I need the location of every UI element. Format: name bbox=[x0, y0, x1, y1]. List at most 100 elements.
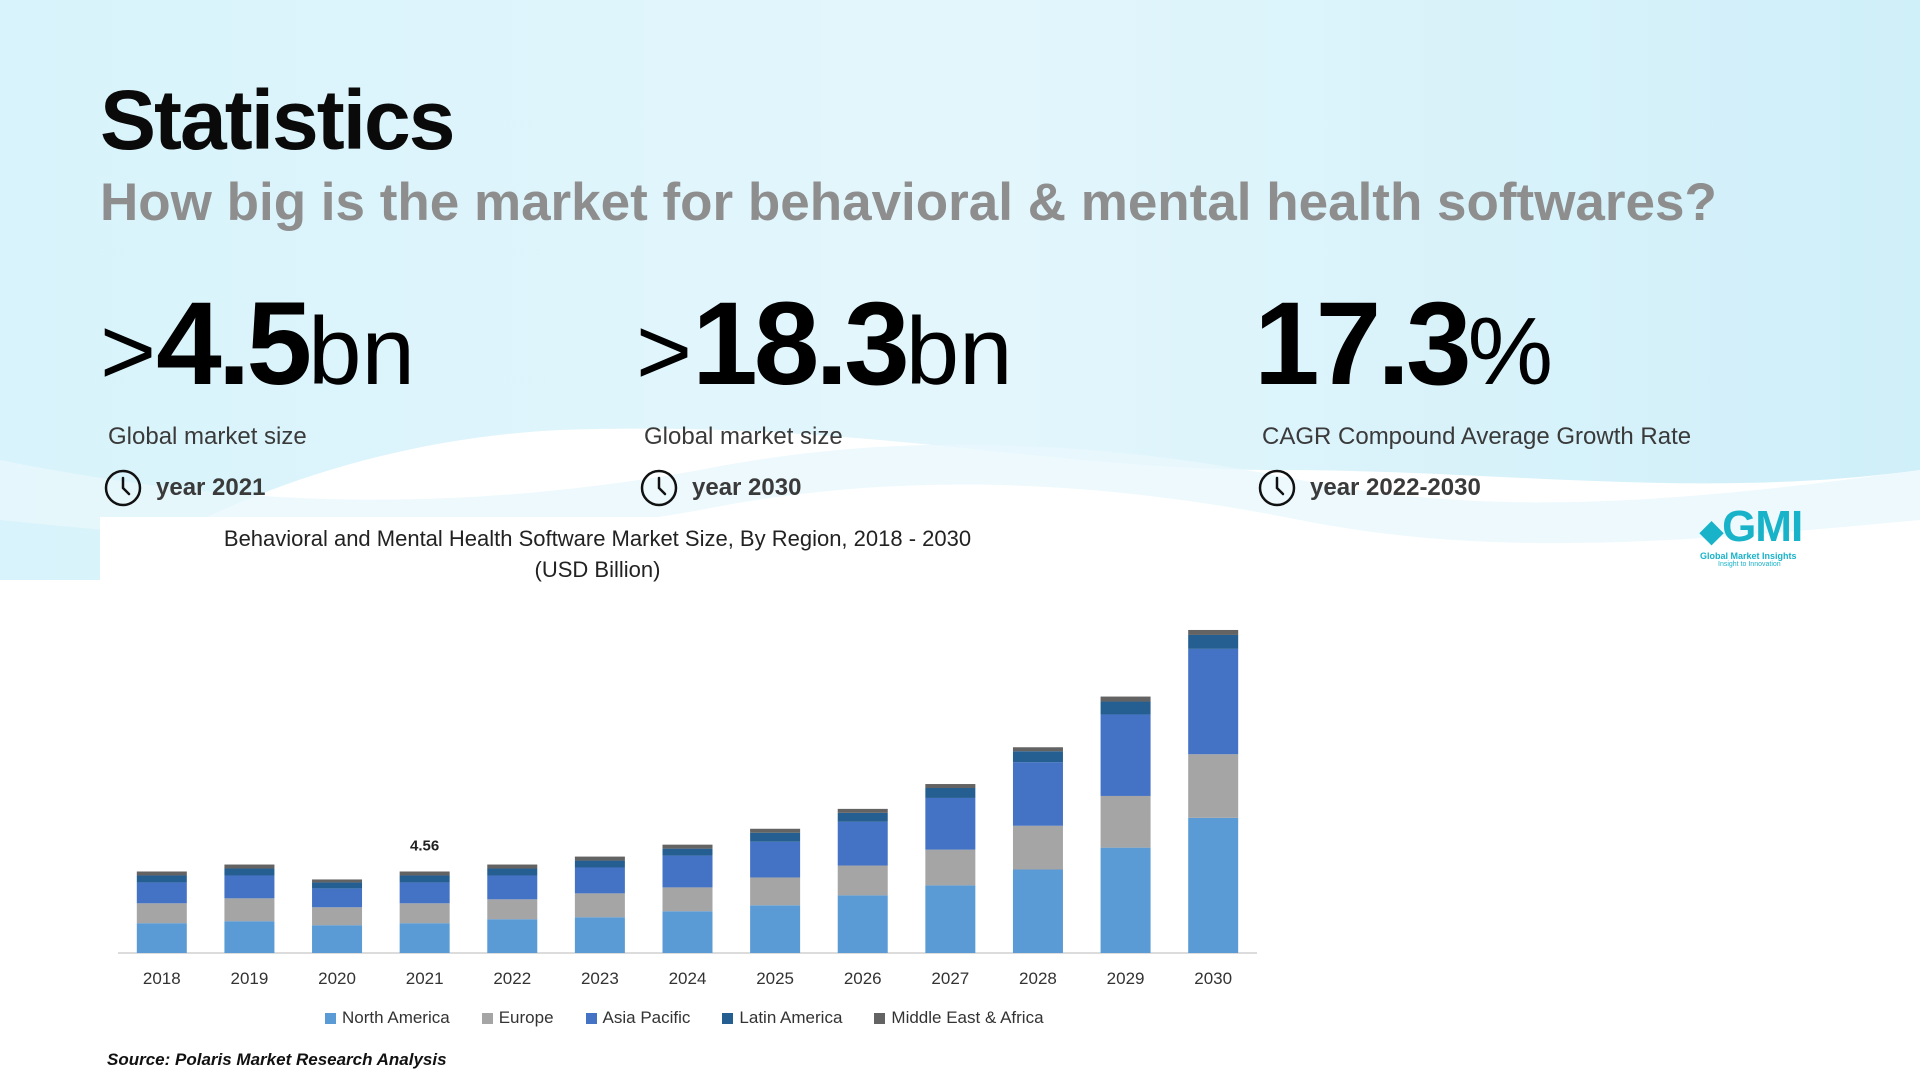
bar-segment bbox=[312, 925, 363, 953]
bar-segment bbox=[1012, 747, 1063, 752]
bar-segment bbox=[750, 905, 801, 953]
stat-value: >18.3bn bbox=[636, 285, 1013, 403]
bar-segment bbox=[662, 844, 713, 849]
bar-segment bbox=[399, 903, 450, 924]
x-tick-label: 2028 bbox=[1019, 969, 1057, 988]
stat-unit: % bbox=[1467, 298, 1554, 405]
bar-segment bbox=[662, 848, 713, 856]
bar-segment bbox=[224, 868, 275, 876]
bar-segment bbox=[312, 882, 363, 889]
bar-segment bbox=[487, 875, 538, 900]
x-tick-label: 2022 bbox=[493, 969, 531, 988]
x-tick-label: 2021 bbox=[406, 969, 444, 988]
bar-segment bbox=[662, 887, 713, 912]
bar-segment bbox=[487, 919, 538, 953]
x-tick-label: 2030 bbox=[1194, 969, 1232, 988]
x-tick-label: 2023 bbox=[581, 969, 619, 988]
legend-item: North America bbox=[325, 1008, 450, 1028]
data-label: 4.56 bbox=[410, 837, 439, 854]
stat-value: 17.3% bbox=[1254, 285, 1691, 403]
legend-label: North America bbox=[342, 1008, 450, 1027]
bar-segment bbox=[837, 821, 888, 866]
bar-segment bbox=[399, 882, 450, 904]
bar-segment bbox=[399, 875, 450, 883]
legend-label: Middle East & Africa bbox=[891, 1008, 1044, 1027]
x-tick-label: 2029 bbox=[1107, 969, 1145, 988]
bar-segment bbox=[925, 784, 976, 789]
stat-label: Global market size bbox=[644, 423, 843, 450]
x-tick-label: 2026 bbox=[844, 969, 882, 988]
stat-year-row: year 2030 bbox=[640, 469, 1013, 507]
legend-swatch bbox=[722, 1012, 734, 1024]
bar-segment bbox=[224, 864, 275, 869]
gmi-logo: ◆GMI Global Market Insights Insight to I… bbox=[1700, 505, 1810, 575]
bar-segment bbox=[136, 875, 187, 883]
bar-segment bbox=[312, 879, 363, 883]
bar-segment bbox=[1100, 847, 1151, 953]
bar-segment bbox=[574, 893, 625, 918]
bar-segment bbox=[925, 885, 976, 953]
clock-icon bbox=[640, 469, 678, 507]
legend-swatch bbox=[481, 1012, 493, 1024]
stat-label: Global market size bbox=[108, 423, 307, 450]
chart-panel bbox=[100, 517, 1260, 1080]
bar-segment bbox=[750, 841, 801, 878]
bar-segment bbox=[750, 828, 801, 833]
bar-segment bbox=[1188, 634, 1239, 649]
stat-number: 18.3 bbox=[692, 278, 910, 410]
bar-segment bbox=[1012, 762, 1063, 826]
bar-segment bbox=[136, 882, 187, 904]
stat-unit: bn bbox=[308, 298, 415, 405]
page-subtitle: How big is the market for behavioral & m… bbox=[100, 173, 1717, 232]
legend-swatch bbox=[874, 1012, 886, 1024]
bar-segment bbox=[312, 888, 363, 908]
clock-icon bbox=[104, 469, 142, 507]
bar-segment bbox=[574, 867, 625, 894]
bar-segment bbox=[136, 923, 187, 953]
bar-segment bbox=[487, 868, 538, 876]
x-tick-label: 2020 bbox=[318, 969, 356, 988]
bar-segment bbox=[399, 923, 450, 953]
bar-segment bbox=[1100, 714, 1151, 796]
bar-segment bbox=[837, 865, 888, 896]
stat-value: >4.5bn bbox=[100, 285, 415, 403]
stat-year-row: year 2022-2030 bbox=[1258, 469, 1691, 507]
stat-label: CAGR Compound Average Growth Rate bbox=[1262, 423, 1692, 450]
bar-segment bbox=[837, 808, 888, 813]
page-title: Statistics bbox=[100, 73, 455, 167]
x-tick-label: 2024 bbox=[669, 969, 707, 988]
stat-unit: bn bbox=[905, 298, 1013, 405]
bar-segment bbox=[837, 895, 888, 953]
bar-segment bbox=[925, 788, 976, 798]
bar-segment bbox=[1100, 795, 1151, 848]
x-tick-label: 2025 bbox=[756, 969, 794, 988]
stat-card-market-2030: >18.3bn Global market size year 2030 bbox=[636, 285, 1013, 507]
stat-number: 17.3 bbox=[1254, 278, 1472, 410]
bar-segment bbox=[837, 812, 888, 822]
legend-label: Latin America bbox=[739, 1008, 843, 1027]
bar-segment bbox=[925, 797, 976, 850]
bar-segment bbox=[399, 871, 450, 876]
legend-item: Asia Pacific bbox=[585, 1008, 690, 1028]
bar-segment bbox=[136, 903, 187, 924]
legend-item: Europe bbox=[481, 1008, 554, 1028]
stat-number: 4.5 bbox=[156, 278, 312, 410]
bar-segment bbox=[1100, 696, 1151, 702]
x-tick-label: 2027 bbox=[931, 969, 969, 988]
chart-source: Source: Polaris Market Research Analysis bbox=[107, 1050, 447, 1069]
bar-segment bbox=[136, 871, 187, 876]
bar-segment bbox=[1012, 825, 1063, 870]
stat-prefix: > bbox=[636, 298, 693, 405]
bar-segment bbox=[1100, 701, 1151, 715]
bar-segment bbox=[574, 856, 625, 861]
logo-tagline: Insight to Innovation bbox=[1718, 561, 1781, 568]
x-tick-label: 2018 bbox=[143, 969, 181, 988]
bar-segment bbox=[925, 849, 976, 886]
bar-segment bbox=[750, 832, 801, 842]
bar-segment bbox=[312, 907, 363, 926]
legend-item: Latin America bbox=[722, 1008, 842, 1028]
legend-label: Europe bbox=[498, 1008, 554, 1027]
bar-segment bbox=[1012, 869, 1063, 953]
legend-item: Middle East & Africa bbox=[874, 1008, 1044, 1028]
